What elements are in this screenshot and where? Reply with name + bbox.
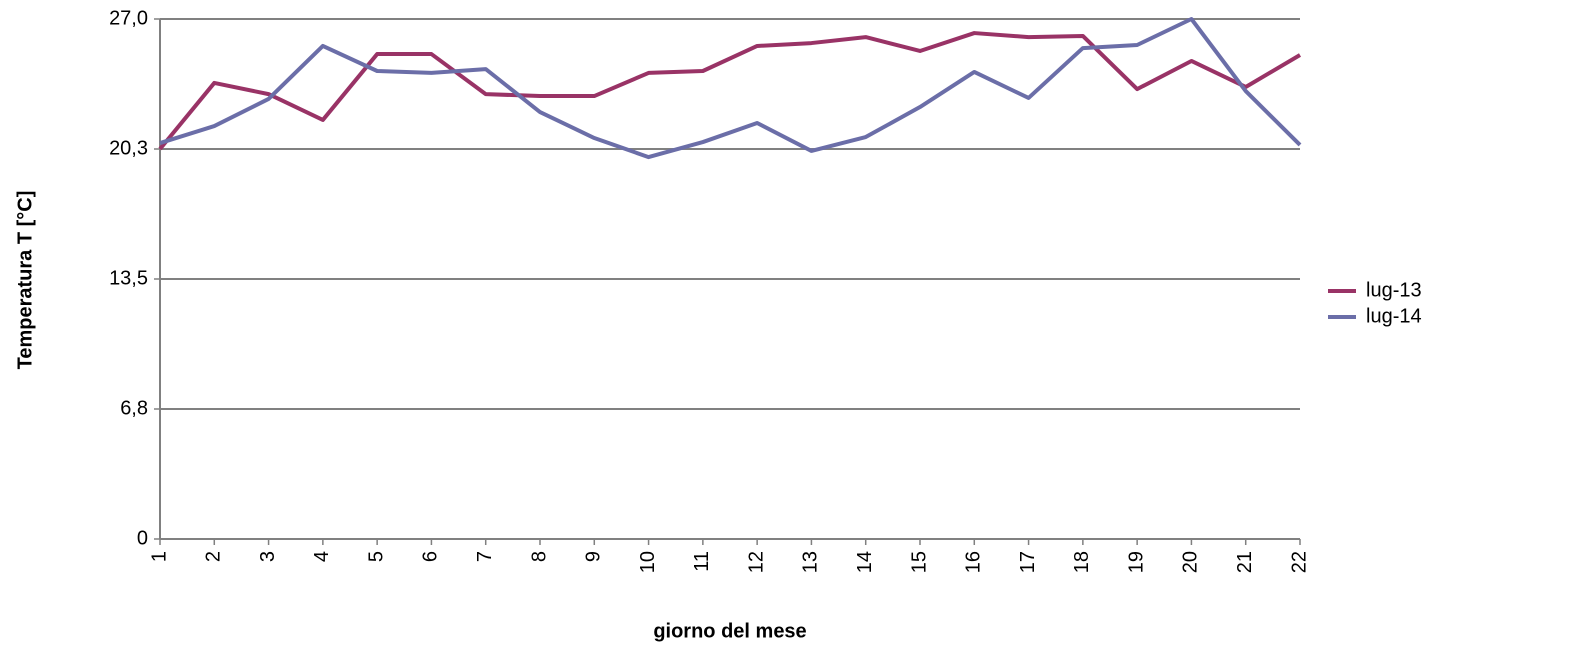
x-tick-label: 2 (203, 551, 225, 562)
x-tick-label: 11 (691, 551, 713, 572)
x-tick-label: 16 (963, 551, 985, 573)
line-series (158, 31, 1302, 151)
x-tick-label: 13 (800, 551, 822, 573)
x-tick-label: 20 (1180, 551, 1202, 573)
x-tick-label: 12 (745, 551, 767, 573)
y-tick-label: 27,0 (109, 7, 148, 29)
x-tick-label: 18 (1071, 551, 1093, 573)
y-tick-label: 20,3 (109, 137, 148, 159)
x-tick-label: 8 (528, 551, 550, 562)
x-tick-label: 9 (583, 551, 605, 562)
x-tick-label: 17 (1017, 551, 1039, 573)
x-tick-label: 10 (637, 551, 659, 573)
x-tick-label: 14 (854, 551, 876, 573)
x-tick-label: 3 (257, 551, 279, 562)
x-tick-label: 22 (1288, 551, 1310, 573)
x-tick-label: 1 (148, 551, 170, 562)
y-tick-label: 0 (137, 527, 148, 549)
x-tick-label: 15 (908, 551, 930, 573)
legend-label: lug-14 (1366, 305, 1422, 327)
x-tick-label: 19 (1125, 551, 1147, 573)
line-series (159, 17, 1302, 160)
y-tick-label: 6,8 (120, 397, 148, 419)
x-axis-label: giorno del mese (653, 620, 806, 642)
x-tick-label: 6 (420, 551, 442, 562)
y-tick-label: 13,5 (109, 267, 148, 289)
x-tick-label: 5 (365, 551, 387, 562)
x-tick-label: 4 (311, 551, 333, 562)
legend-label: lug-13 (1366, 279, 1422, 301)
x-tick-label: 21 (1234, 551, 1256, 573)
x-tick-label: 7 (474, 551, 496, 562)
y-axis-label: Temperatura T [°C] (14, 191, 36, 370)
